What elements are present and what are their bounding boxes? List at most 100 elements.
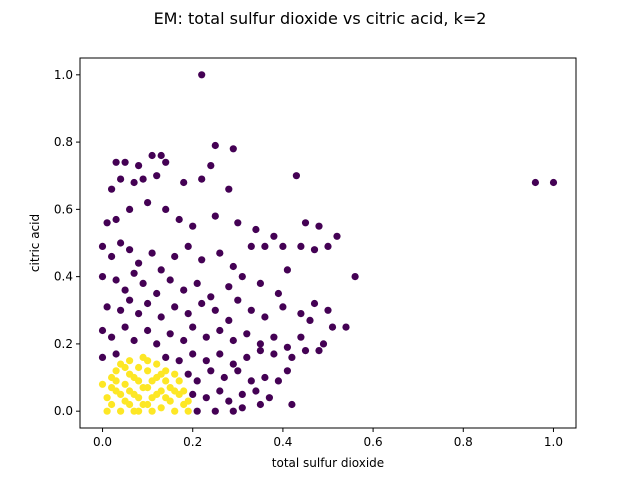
plot-frame [79, 57, 577, 429]
data-point-series-0-123 [193, 377, 201, 385]
data-point-series-0-43 [184, 242, 192, 250]
data-point-series-0-88 [342, 323, 350, 331]
data-point-series-1-15 [135, 363, 143, 372]
chart-title: EM: total sulfur dioxide vs citric acid,… [154, 9, 487, 28]
data-point-series-0-76 [184, 310, 192, 318]
data-point-series-1-2 [103, 407, 111, 415]
data-point-series-0-63 [207, 293, 215, 301]
data-point-series-0-81 [247, 306, 255, 314]
data-point-series-1-55 [144, 357, 152, 365]
data-point-series-0-85 [310, 299, 319, 308]
data-point-series-0-80 [234, 296, 242, 304]
x-tick-label: 0.2 [183, 435, 202, 449]
data-point-series-0-21 [225, 185, 233, 193]
data-point-series-1-44 [112, 377, 120, 385]
y-axis-label: citric acid [28, 214, 42, 272]
data-point-series-1-34 [175, 377, 183, 385]
data-point-series-0-119 [288, 353, 296, 361]
data-point-series-0-93 [144, 326, 152, 335]
data-point-series-0-117 [256, 347, 264, 355]
data-point-series-0-2 [229, 145, 237, 153]
data-point-series-0-14 [108, 185, 116, 193]
data-point-series-0-33 [301, 219, 310, 227]
data-point-series-0-42 [171, 252, 179, 261]
data-point-series-0-46 [229, 262, 237, 271]
data-point-series-0-3 [531, 178, 540, 187]
data-point-series-0-69 [103, 303, 111, 311]
data-point-series-1-32 [171, 407, 179, 415]
data-point-series-0-9 [135, 162, 143, 170]
data-point-series-0-22 [103, 219, 111, 227]
data-point-series-0-91 [121, 323, 129, 331]
data-point-series-0-55 [112, 276, 120, 284]
data-point-series-0-13 [207, 162, 215, 170]
data-point-series-0-97 [189, 323, 197, 331]
data-point-series-0-6 [351, 273, 359, 281]
data-point-series-0-86 [324, 306, 332, 314]
data-point-series-0-100 [229, 336, 237, 345]
data-point-series-0-7 [112, 158, 120, 166]
data-point-series-0-28 [189, 222, 197, 230]
data-point-series-0-116 [243, 353, 251, 361]
data-point-series-0-31 [252, 225, 260, 234]
data-point-series-0-75 [171, 303, 179, 311]
data-point-series-1-20 [144, 367, 152, 375]
data-point-series-0-132 [202, 394, 210, 402]
data-point-series-0-30 [234, 219, 242, 227]
data-point-series-0-17 [139, 175, 147, 183]
data-point-series-1-28 [162, 377, 170, 385]
y-axis: 0.0 0.2 0.4 0.6 0.8 1.0 [54, 68, 80, 418]
data-point-series-1-24 [153, 360, 161, 368]
data-point-series-0-59 [153, 289, 161, 298]
data-point-series-0-74 [157, 313, 165, 321]
data-point-series-0-4 [549, 178, 558, 187]
data-point-series-1-48 [153, 390, 161, 398]
data-point-series-0-23 [112, 215, 120, 224]
data-point-series-0-32 [270, 232, 278, 240]
data-point-series-0-99 [216, 326, 224, 335]
data-point-series-0-1 [211, 141, 219, 150]
data-point-series-0-77 [198, 299, 206, 308]
data-point-series-1-52 [108, 384, 116, 392]
y-tick-label: 0.6 [54, 202, 73, 216]
data-point-series-0-38 [126, 246, 134, 254]
data-point-series-0-10 [148, 151, 156, 160]
data-point-series-0-64 [225, 283, 233, 291]
data-point-series-0-131 [189, 390, 197, 398]
data-point-series-0-114 [216, 350, 224, 358]
data-point-series-1-46 [135, 394, 143, 402]
x-tick-label: 0.6 [364, 435, 383, 449]
data-point-series-1-37 [184, 407, 192, 415]
data-point-series-0-37 [117, 239, 125, 247]
data-point-series-0-68 [283, 266, 291, 274]
y-tick-label: 0.2 [54, 337, 73, 351]
data-point-series-0-54 [98, 273, 107, 281]
data-point-series-0-61 [180, 286, 188, 294]
data-point-series-0-127 [247, 377, 255, 385]
data-point-series-0-140 [229, 407, 237, 415]
data-point-series-0-72 [135, 310, 143, 318]
data-point-series-0-126 [234, 367, 242, 375]
data-point-series-0-94 [153, 340, 161, 348]
data-point-series-0-108 [98, 353, 107, 361]
data-point-series-1-53 [126, 400, 134, 409]
data-point-series-0-52 [324, 242, 332, 250]
data-point-series-0-51 [310, 246, 319, 254]
data-point-series-1-4 [108, 400, 116, 409]
data-point-series-0-104 [283, 343, 291, 351]
data-point-series-1-40 [130, 373, 138, 382]
data-point-series-1-0 [98, 380, 107, 388]
data-point-series-1-50 [171, 387, 179, 395]
data-point-series-0-27 [175, 215, 183, 224]
data-point-series-0-102 [256, 340, 264, 348]
x-tick-label: 0.8 [454, 435, 473, 449]
data-point-series-0-62 [193, 279, 201, 287]
data-point-series-0-83 [279, 303, 287, 311]
data-point-series-0-139 [211, 407, 219, 415]
data-point-series-0-138 [193, 407, 201, 415]
data-point-series-0-41 [157, 266, 165, 274]
data-point-series-0-143 [288, 400, 296, 409]
data-point-series-0-120 [301, 347, 310, 355]
data-point-series-0-67 [274, 289, 282, 298]
